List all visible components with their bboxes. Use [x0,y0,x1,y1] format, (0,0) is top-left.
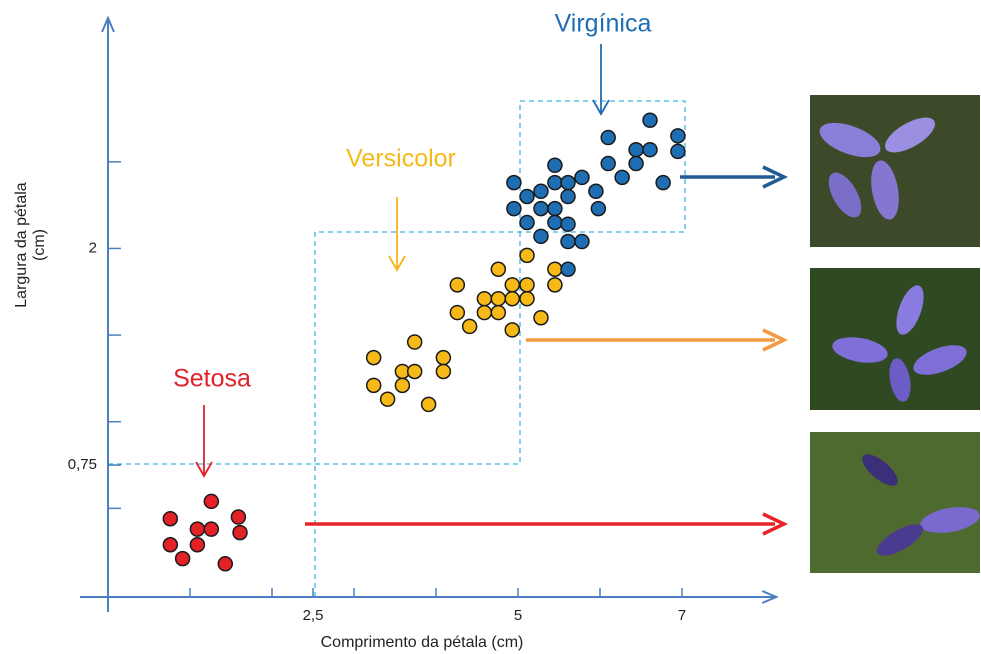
setosa-boundary [108,232,520,464]
chart: 2,5 5 7 0,75 2 Comprimento da pétala (cm) Larg… [0,0,981,654]
point [520,189,534,203]
point [163,512,177,526]
point [450,278,464,292]
point [534,311,548,325]
point [548,278,562,292]
point [520,215,534,229]
point [548,202,562,216]
y-tick-label: 2 [89,239,97,256]
point [505,292,519,306]
y-axis-title: Largura da pétala [13,182,30,308]
point [671,144,685,158]
point [176,552,190,566]
x-axis-title: Comprimento da pétala (cm) [321,634,524,651]
point [561,176,575,190]
group-label: Setosa [173,365,251,393]
point [218,557,232,571]
point [505,323,519,337]
marks [163,113,685,571]
point [548,176,562,190]
point [601,157,615,171]
point [450,306,464,320]
point [629,157,643,171]
photos [810,95,981,573]
point [575,235,589,249]
point [601,131,615,145]
point [491,292,505,306]
point [491,306,505,320]
point [204,522,218,536]
point [463,319,477,333]
pointer-arrows [196,44,609,476]
point [548,158,562,172]
point [436,351,450,365]
point [422,397,436,411]
point [548,215,562,229]
labels: 2,5 5 7 0,75 2 Comprimento da pétala (cm) Larg… [13,10,686,652]
point [204,494,218,508]
point [381,392,395,406]
x-tick-label: 5 [514,607,522,624]
point [629,143,643,157]
point [231,510,245,524]
point [671,129,685,143]
point [395,378,409,392]
x-tick-label: 2,5 [303,607,324,624]
point [507,202,521,216]
point [520,278,534,292]
point [190,538,204,552]
point [520,248,534,262]
point [656,176,670,190]
point [477,306,491,320]
photo [810,95,980,247]
x-tick-label: 7 [678,607,686,624]
point [534,229,548,243]
point [505,278,519,292]
point [408,364,422,378]
point [367,378,381,392]
point [477,292,491,306]
point [643,143,657,157]
point [436,364,450,378]
point [163,538,177,552]
arrows [305,167,784,534]
point [367,351,381,365]
point [534,202,548,216]
group-label: Virgínica [555,10,652,38]
point [561,262,575,276]
point [643,113,657,127]
point [561,217,575,231]
point [561,235,575,249]
point [408,335,422,349]
point [491,262,505,276]
point [575,170,589,184]
point [589,184,603,198]
point [233,526,247,540]
y-tick-label: 0,75 [68,456,97,473]
point [520,292,534,306]
y-axis-title: (cm) [31,229,48,261]
point [190,522,204,536]
point [534,184,548,198]
group-label: Versicolor [346,145,456,173]
point [548,262,562,276]
point [591,202,605,216]
point [615,170,629,184]
point [561,189,575,203]
point [507,176,521,190]
